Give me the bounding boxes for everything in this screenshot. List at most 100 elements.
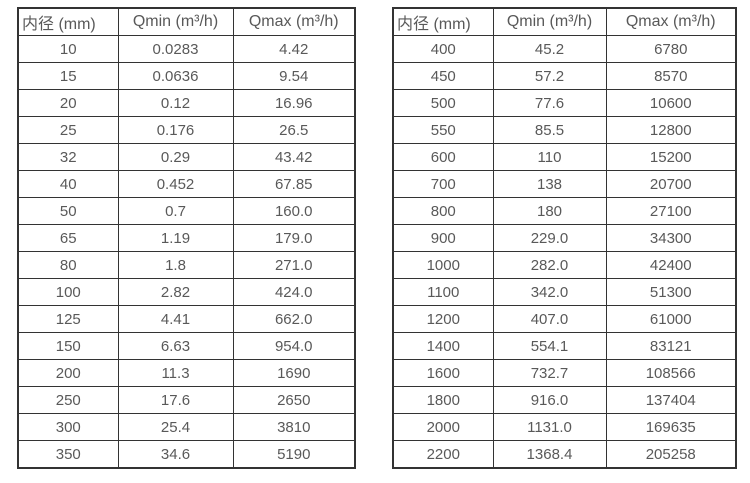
cell: 138 [492, 170, 607, 198]
table-row: 1200 407.0 61000 [392, 305, 737, 333]
cell: 20700 [605, 170, 737, 198]
cell: 1400 [392, 332, 494, 360]
table-row: 125 4.41 662.0 [17, 305, 356, 333]
cell: 0.0283 [117, 35, 234, 63]
spec-table-large-diameters: 内径 (mm) Qmin (m³/h) Qmax (m³/h) 400 45.2 6… [392, 7, 737, 469]
header-inner-diameter: 内径 (mm) [17, 7, 119, 36]
cell: 916.0 [492, 386, 607, 414]
cell: 271.0 [232, 251, 356, 279]
cell: 1.19 [117, 224, 234, 252]
cell: 0.29 [117, 143, 234, 171]
cell: 342.0 [492, 278, 607, 306]
table-row: 15 0.0636 9.54 [17, 62, 356, 90]
table-row: 900 229.0 34300 [392, 224, 737, 252]
cell: 16.96 [232, 89, 356, 117]
cell: 4.41 [117, 305, 234, 333]
cell: 10600 [605, 89, 737, 117]
cell: 160.0 [232, 197, 356, 225]
header-qmax: Qmax (m³/h) [232, 7, 356, 36]
cell: 25.4 [117, 413, 234, 441]
header-inner-diameter: 内径 (mm) [392, 7, 494, 36]
table-row: 450 57.2 8570 [392, 62, 737, 90]
cell: 45.2 [492, 35, 607, 63]
cell: 25 [17, 116, 119, 144]
cell: 51300 [605, 278, 737, 306]
cell: 65 [17, 224, 119, 252]
cell: 350 [17, 440, 119, 469]
cell: 85.5 [492, 116, 607, 144]
table-row: 1600 732.7 108566 [392, 359, 737, 387]
cell: 180 [492, 197, 607, 225]
cell: 6780 [605, 35, 737, 63]
cell: 0.12 [117, 89, 234, 117]
cell: 61000 [605, 305, 737, 333]
table-row: 250 17.6 2650 [17, 386, 356, 414]
table-row: 40 0.452 67.85 [17, 170, 356, 198]
cell: 600 [392, 143, 494, 171]
cell: 108566 [605, 359, 737, 387]
cell: 1800 [392, 386, 494, 414]
cell: 1368.4 [492, 440, 607, 469]
cell: 400 [392, 35, 494, 63]
cell: 42400 [605, 251, 737, 279]
cell: 83121 [605, 332, 737, 360]
cell: 205258 [605, 440, 737, 469]
table-row: 150 6.63 954.0 [17, 332, 356, 360]
cell: 77.6 [492, 89, 607, 117]
cell: 67.85 [232, 170, 356, 198]
cell: 10 [17, 35, 119, 63]
table-row: 700 138 20700 [392, 170, 737, 198]
table-row: 65 1.19 179.0 [17, 224, 356, 252]
cell: 17.6 [117, 386, 234, 414]
cell: 424.0 [232, 278, 356, 306]
cell: 450 [392, 62, 494, 90]
cell: 27100 [605, 197, 737, 225]
table-row: 550 85.5 12800 [392, 116, 737, 144]
cell: 2200 [392, 440, 494, 469]
cell: 1131.0 [492, 413, 607, 441]
cell: 110 [492, 143, 607, 171]
cell: 0.0636 [117, 62, 234, 90]
cell: 1690 [232, 359, 356, 387]
cell: 1100 [392, 278, 494, 306]
cell: 57.2 [492, 62, 607, 90]
cell: 1000 [392, 251, 494, 279]
cell: 0.7 [117, 197, 234, 225]
cell: 954.0 [232, 332, 356, 360]
cell: 20 [17, 89, 119, 117]
cell: 125 [17, 305, 119, 333]
cell: 34300 [605, 224, 737, 252]
cell: 169635 [605, 413, 737, 441]
cell: 282.0 [492, 251, 607, 279]
header-row: 内径 (mm) Qmin (m³/h) Qmax (m³/h) [17, 7, 356, 36]
cell: 800 [392, 197, 494, 225]
cell: 662.0 [232, 305, 356, 333]
cell: 550 [392, 116, 494, 144]
table-row: 1000 282.0 42400 [392, 251, 737, 279]
cell: 34.6 [117, 440, 234, 469]
cell: 15 [17, 62, 119, 90]
cell: 40 [17, 170, 119, 198]
cell: 11.3 [117, 359, 234, 387]
table-row: 500 77.6 10600 [392, 89, 737, 117]
cell: 3810 [232, 413, 356, 441]
cell: 4.42 [232, 35, 356, 63]
table-row: 20 0.12 16.96 [17, 89, 356, 117]
table-row: 80 1.8 271.0 [17, 251, 356, 279]
cell: 5190 [232, 440, 356, 469]
cell: 2650 [232, 386, 356, 414]
cell: 137404 [605, 386, 737, 414]
cell: 32 [17, 143, 119, 171]
table-row: 350 34.6 5190 [17, 440, 356, 469]
cell: 50 [17, 197, 119, 225]
cell: 80 [17, 251, 119, 279]
table-row: 400 45.2 6780 [392, 35, 737, 63]
cell: 300 [17, 413, 119, 441]
spec-table-small-diameters: 内径 (mm) Qmin (m³/h) Qmax (m³/h) 10 0.0283… [17, 7, 356, 469]
table-row: 10 0.0283 4.42 [17, 35, 356, 63]
cell: 1200 [392, 305, 494, 333]
table-row: 100 2.82 424.0 [17, 278, 356, 306]
header-qmin: Qmin (m³/h) [492, 7, 607, 36]
cell: 732.7 [492, 359, 607, 387]
table-row: 32 0.29 43.42 [17, 143, 356, 171]
